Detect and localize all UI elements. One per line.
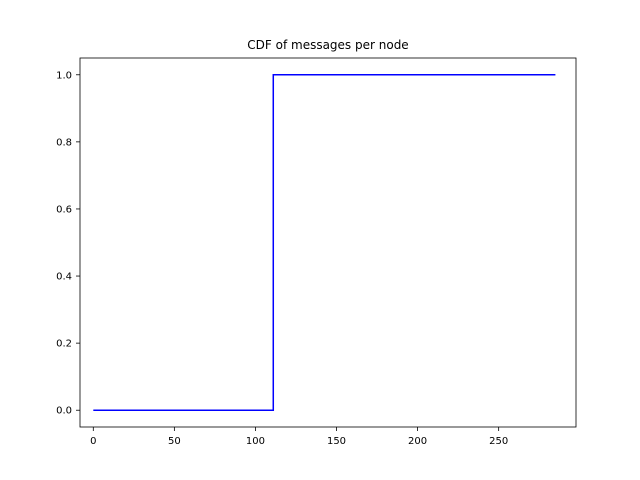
y-tick-label: 0.6 xyxy=(56,204,72,215)
y-tick-label: 0.0 xyxy=(56,406,72,417)
chart-title: CDF of messages per node xyxy=(247,38,408,52)
x-axis: 0 50 100 150 200 250 xyxy=(90,427,508,447)
y-tick-label: 0.8 xyxy=(56,137,72,148)
plot-frame xyxy=(79,57,577,428)
y-tick-label: 0.4 xyxy=(56,272,72,283)
cdf-series-line xyxy=(93,74,556,411)
y-tick-label: 0.2 xyxy=(56,339,72,350)
y-tick-label: 1.0 xyxy=(56,70,72,81)
x-tick-label: 0 xyxy=(90,436,96,447)
y-axis: 0.0 0.2 0.4 0.6 0.8 1.0 xyxy=(56,70,80,417)
x-tick-label: 100 xyxy=(246,436,265,447)
series-layer xyxy=(93,74,556,411)
x-tick-label: 150 xyxy=(327,436,346,447)
x-tick-label: 200 xyxy=(408,436,427,447)
x-tick-label: 250 xyxy=(489,436,508,447)
x-tick-label: 50 xyxy=(168,436,181,447)
